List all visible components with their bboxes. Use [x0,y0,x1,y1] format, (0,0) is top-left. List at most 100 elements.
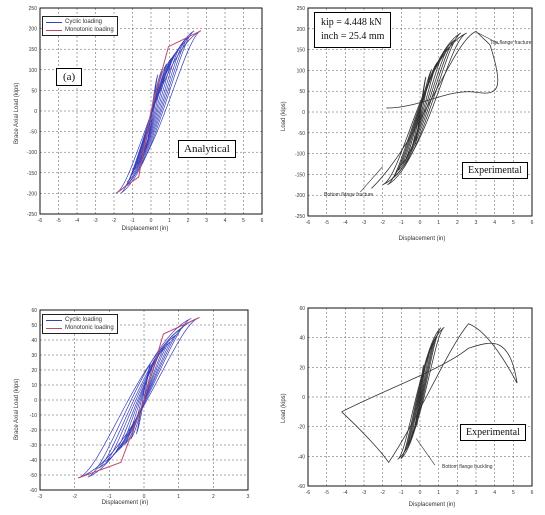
x-tick-label: 3 [247,494,250,500]
x-tick-label: 6 [531,220,534,226]
plot-frame [39,7,263,215]
plot-frame [39,309,249,491]
x-axis-label: Displacement (in) [398,236,446,242]
x-tick-label: -5 [324,490,329,496]
x-tick-label: -6 [38,218,43,224]
chart-svg: -3 -2 -1 0 1 2 36050403020100-10-20-30-40-50-6… [30,308,250,500]
y-tick-label: -10 [30,413,37,419]
y-tick-label: 0 [34,109,37,115]
legend-item-monotonic: Monotonic loading [46,26,114,34]
annotation-top-flange-fracture: Top flange fracture [490,40,532,46]
x-tick-label: 3 [475,490,478,496]
y-tick-label: -200 [27,191,37,197]
annotation-bottom-flange-fracture: Bottom flange fracture [324,192,374,198]
cyclic-loop [87,318,192,478]
x-tick-label: -1 [399,490,404,496]
y-tick-label: -20 [30,428,37,434]
x-axis-label: Displacement (in) [408,502,456,508]
cyclic-loop [120,30,195,194]
x-tick-label: 4 [493,220,496,226]
y-tick-label: 50 [31,88,37,94]
cyclic-loop [78,317,200,479]
x-tick-label: 1 [177,494,180,500]
legend-swatch-blue [46,21,62,23]
chart-panel-top-right: Load (kips) -6 -5 -4 -3 -2 -1 0 1 2 3 4 5 6 250 200 150… [272,0,545,250]
chart-panel-bottom-right: Load (kips) -6 -5 -4 -3 -2 -1 0 1 2 3 4 5 6 60 40 20 0 -2… [272,300,545,515]
y-tick-label: 40 [299,336,305,342]
y-tick-label: -100 [295,152,305,158]
x-tick-label: -3 [38,494,43,500]
legend-label: Cyclic loading [65,317,103,323]
annotation-leader [360,166,383,193]
y-tick-label: -40 [298,454,305,460]
legend-swatch-red [46,327,62,329]
chart-svg: -6 -5 -4 -3 -2 -1 0 1 2 3 4 5 6 250 200 150 100 50 0 -50 -10… [27,6,264,224]
y-tick-label: 20 [31,368,37,374]
chart-legend: Cyclic loading Monotonic loading [42,314,118,334]
y-tick-label: 150 [29,47,38,53]
x-tick-label: -2 [380,220,385,226]
x-tick-label: 1 [437,220,440,226]
x-tick-label: 4 [224,218,227,224]
y-tick-label: -200 [295,193,305,199]
chart-panel-bottom-left: Brace Axial Load (kips) -3 -2 -1 0 1 2 3 60 50 40… [0,300,272,515]
cyclic-loop [406,342,435,446]
experimental-label-box: Experimental [460,424,526,441]
y-tick-label: -150 [27,171,37,177]
legend-label: Monotonic loading [65,27,114,33]
x-tick-label: 1 [168,218,171,224]
x-axis-label: Displacement (in) [121,226,169,232]
x-axis-label: Displacement (in) [101,500,149,506]
x-tick-label: 6 [261,218,264,224]
y-tick-label: 10 [31,383,37,389]
legend-swatch-blue [46,319,62,321]
y-tick-label: 60 [299,306,305,312]
x-tick-label: -5 [56,218,61,224]
x-tick-label: -3 [362,490,367,496]
x-tick-label: 3 [475,220,478,226]
y-tick-label: -40 [30,458,37,464]
x-tick-label: 1 [437,490,440,496]
plot-frame [307,7,533,217]
x-tick-label: 2 [212,494,215,500]
annotation-leader [416,438,436,466]
y-tick-label: -100 [27,150,37,156]
legend-swatch-red [46,29,62,31]
x-tick-label: -5 [324,220,329,226]
x-tick-label: 2 [456,490,459,496]
unit-line-kip: kip = 4.448 kN [321,17,382,28]
analytical-label-box: Analytical [178,140,236,158]
y-tick-label: 40 [31,338,37,344]
x-tick-label: -6 [306,490,311,496]
x-tick-label: -2 [72,494,77,500]
x-tick-label: 0 [143,494,146,500]
y-tick-label: 200 [297,27,306,33]
cyclic-loop [129,46,181,177]
x-tick-label: -1 [130,218,135,224]
y-tick-label: -150 [295,172,305,178]
x-tick-label: -2 [380,490,385,496]
monotonic-line-negative [77,399,145,479]
annotation-bottom-flange-buckling: Bottom flange buckling [442,464,493,470]
x-tick-label: 0 [150,218,153,224]
buckling-loop [341,323,518,464]
y-tick-label: -50 [30,130,37,136]
panel-label: (a) [56,68,83,86]
y-tick-label: -50 [30,473,37,479]
legend-label: Cyclic loading [65,19,103,25]
legend-item-monotonic: Monotonic loading [46,324,114,332]
y-tick-label: 20 [299,365,305,371]
y-tick-label: -250 [27,212,37,218]
legend-item-cyclic: Cyclic loading [46,316,114,324]
y-tick-label: 150 [297,48,306,54]
x-tick-label: -2 [112,218,117,224]
legend-item-cyclic: Cyclic loading [46,18,114,26]
x-tick-label: 5 [512,490,515,496]
annotation-leader [478,32,500,45]
chart-legend: Cyclic loading Monotonic loading [42,16,118,36]
fracture-loop [371,30,499,189]
x-tick-label: 6 [531,490,534,496]
monotonic-line-negative [115,110,152,194]
x-tick-label: 2 [456,220,459,226]
y-tick-label: -250 [295,214,305,220]
